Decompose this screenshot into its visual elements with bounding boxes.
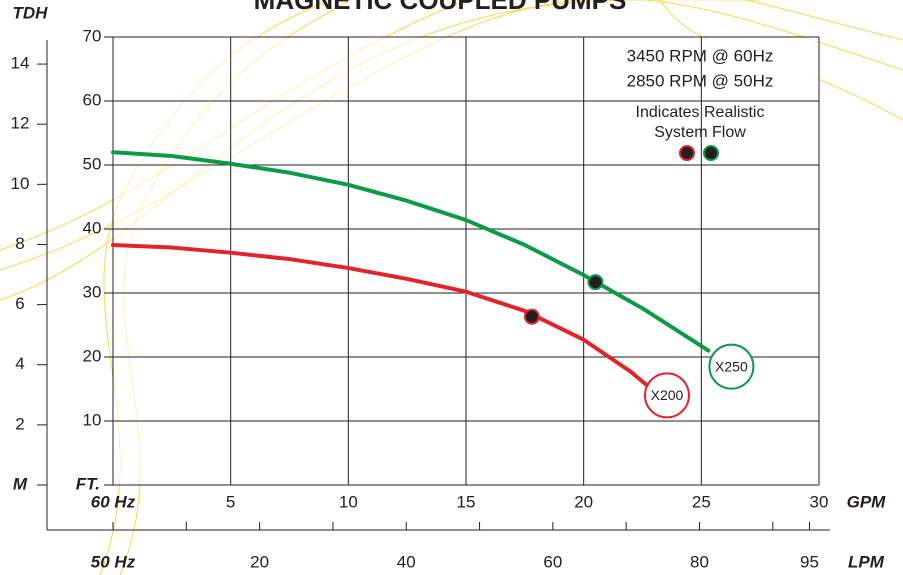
x-tick-label: 10 [339,492,358,511]
y2-tick-label: 4 [15,354,24,373]
x2-axis-title: LPM [848,552,885,571]
x-tick-label: 25 [692,492,711,511]
y2-tick-label: 2 [15,414,24,433]
x2-tick-label: 20 [250,552,269,571]
x-tick-label: 20 [574,492,593,511]
legend-marker [703,145,719,161]
y2-tick-label: 8 [15,234,24,253]
y-tick-label: 60 [83,90,102,109]
flow-marker [587,274,604,291]
series-line [111,243,661,398]
y-tick-label: 10 [83,410,102,429]
y2-tick-label: 10 [11,174,30,193]
y-tick-label: 70 [83,26,102,45]
annotation: 2850 RPM @ 50Hz [627,71,774,90]
x-tick-label: 60 Hz [91,492,136,511]
x2-tick-label: 40 [397,552,416,571]
legend-box [585,40,815,156]
x-tick-label: 5 [226,492,235,511]
x2-tick-label: 95 [800,552,819,571]
series-line [111,150,711,353]
x2-tick-label: 60 [543,552,562,571]
x2-tick-label: 50 Hz [91,552,136,571]
legend-label: X200 [651,387,684,403]
y-tick-label: 50 [83,154,102,173]
series-badge [708,343,755,390]
annotation: System Flow [654,124,746,141]
y2-tick-label: 12 [11,114,30,133]
x-tick-label: 30 [810,492,829,511]
chart-title: MAGNETIC COUPLED PUMPS [254,0,627,15]
x-axis-title: GPM [847,492,887,511]
legend-label: X250 [715,358,748,374]
y-tick-label: 20 [83,346,102,365]
x-tick-label: 15 [457,492,476,511]
y2-tick-label: M [13,474,28,493]
annotation: 3450 RPM @ 60Hz [627,46,774,65]
series-badge [643,372,690,419]
y2-tick-label: 6 [15,294,24,313]
y-tick-label: 40 [83,218,102,237]
legend-marker [679,145,695,161]
x2-tick-label: 80 [690,552,709,571]
annotation: Indicates Realistic [636,104,765,121]
y-tick-label: 30 [83,282,102,301]
flow-marker [523,308,540,325]
y2-tick-label: 14 [11,54,30,73]
y-tick-label: FT. [76,474,100,493]
y-axis-title: TDH [13,3,49,22]
